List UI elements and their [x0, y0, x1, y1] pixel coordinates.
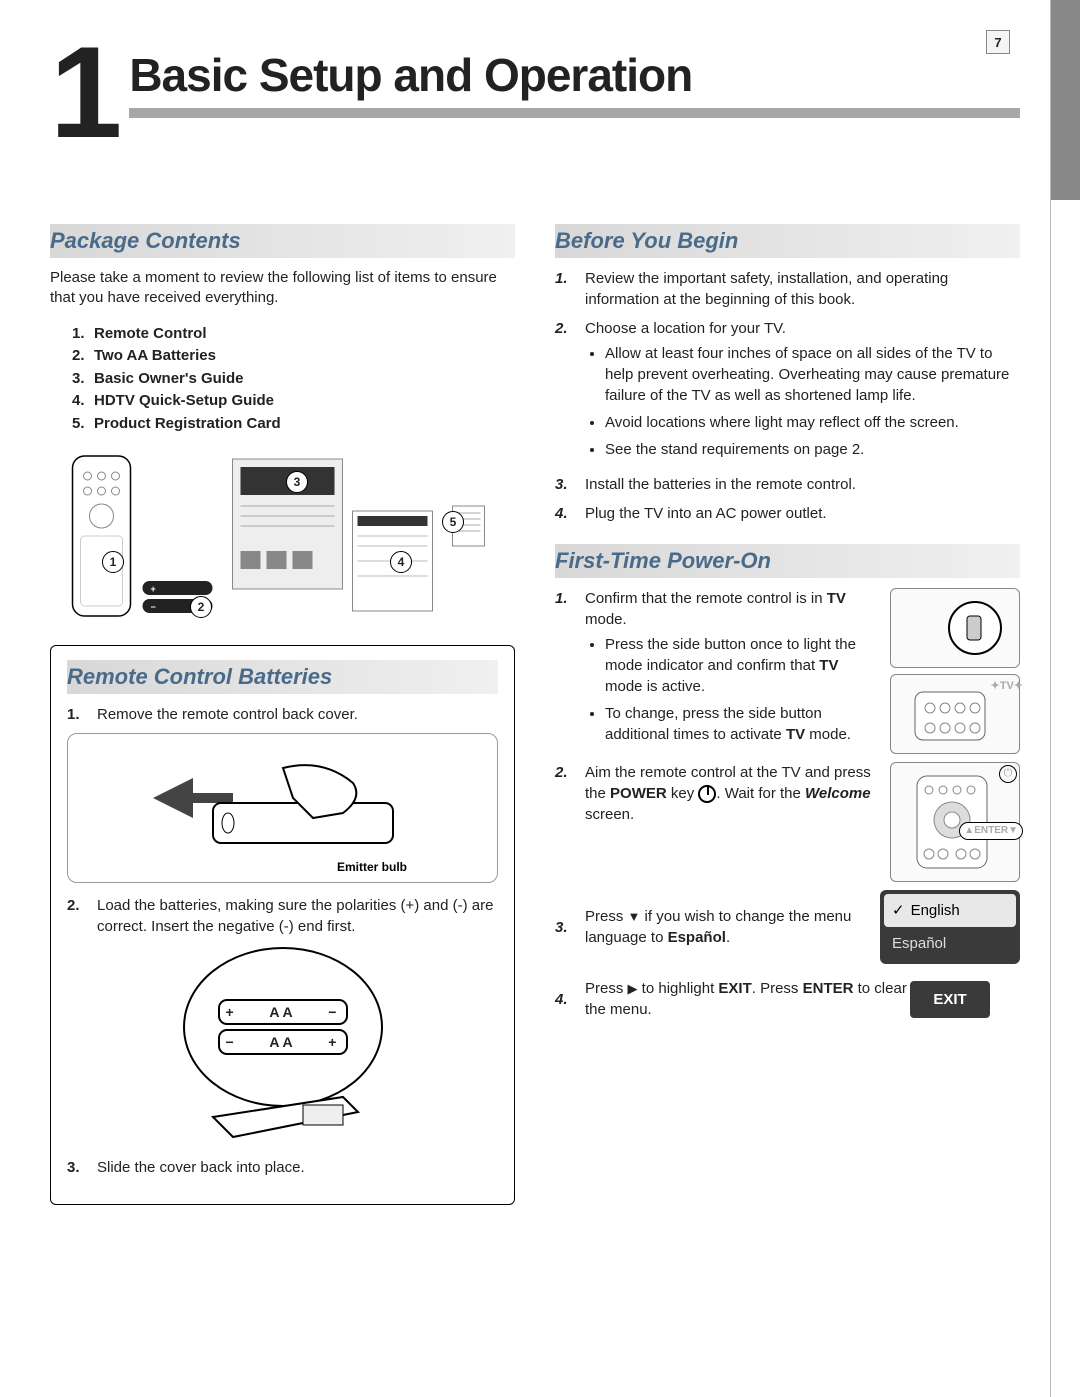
espanol-label: Español: [668, 929, 726, 946]
remote-enter-diagram: ⏻ ▲ENTER▼: [890, 762, 1020, 882]
tv-mode-diagram: ✦TV✦: [890, 674, 1020, 754]
pkg-item: Basic Owner's Guide: [94, 368, 243, 391]
power-step-1b: mode.: [585, 611, 627, 628]
before-bullet: Avoid locations where light may reflect …: [605, 412, 1020, 433]
lang-espanol: Español: [884, 927, 1016, 960]
before-step-3: Install the batteries in the remote cont…: [585, 474, 1020, 495]
rc-step-1: Remove the remote control back cover.: [97, 704, 498, 725]
rc-step-2: Load the batteries, making sure the pola…: [97, 895, 498, 937]
heading-remote-batteries: Remote Control Batteries: [67, 660, 498, 694]
callout-1: 1: [102, 551, 124, 573]
before-step-4: Plug the TV into an AC power outlet.: [585, 503, 1020, 524]
callout-4: 4: [390, 551, 412, 573]
language-menu: ✓English Español: [880, 890, 1020, 964]
power-step-3a: Press: [585, 908, 628, 925]
page-number: 7: [986, 30, 1010, 54]
exit-label: EXIT: [718, 980, 751, 997]
right-column: Before You Begin 1.Review the important …: [555, 224, 1020, 1205]
side-button-diagram: [890, 588, 1020, 668]
exit-button-graphic: EXIT: [910, 981, 990, 1018]
before-step-1: Review the important safety, installatio…: [585, 268, 1020, 310]
before-bullet: See the stand requirements on page 2.: [605, 439, 1020, 460]
before-bullet: Allow at least four inches of space on a…: [605, 343, 1020, 406]
callout-5: 5: [442, 511, 464, 533]
power-bullet: mode is active.: [605, 678, 705, 695]
power-step-1a: Confirm that the remote control is in: [585, 590, 827, 607]
power-icon: [698, 785, 716, 803]
enter-label: ENTER: [803, 980, 854, 997]
pkg-item: Product Registration Card: [94, 413, 281, 436]
power-circle-icon: ⏻: [999, 765, 1017, 783]
remove-cover-diagram: Emitter bulb: [67, 733, 498, 883]
power-step-4c: . Press: [752, 980, 803, 997]
callout-2: 2: [190, 596, 212, 618]
tv-mode-label: TV: [827, 590, 846, 607]
svg-text:+: +: [151, 584, 156, 594]
callout-3: 3: [286, 471, 308, 493]
power-step-4a: Press: [585, 980, 628, 997]
svg-text:−: −: [151, 602, 156, 612]
power-key-label: POWER: [610, 785, 667, 802]
pkg-item: Remote Control: [94, 323, 207, 346]
power-step-2c: . Wait for the: [716, 785, 805, 802]
package-list: 1.Remote Control 2.Two AA Batteries 3.Ba…: [50, 323, 515, 436]
chapter-header: 1 Basic Setup and Operation: [50, 40, 1020, 144]
emitter-label: Emitter bulb: [337, 860, 407, 874]
pkg-item: Two AA Batteries: [94, 345, 216, 368]
down-arrow-icon: ▼: [628, 909, 641, 924]
package-illustration: + −: [50, 451, 515, 621]
lang-english: ✓English: [884, 894, 1016, 927]
power-step-2b: key: [667, 785, 699, 802]
power-step-3c: .: [726, 929, 730, 946]
before-step-2: Choose a location for your TV.: [585, 320, 786, 337]
left-column: Package Contents Please take a moment to…: [50, 224, 515, 1205]
chapter-title: Basic Setup and Operation: [129, 48, 1020, 102]
power-step-4b: to highlight: [638, 980, 719, 997]
right-arrow-icon: ▶: [628, 981, 638, 996]
power-bullet: mode.: [805, 726, 851, 743]
side-tab: [1050, 0, 1080, 1397]
battery-1: +AA−: [218, 999, 348, 1025]
chapter-number: 1: [50, 40, 117, 144]
tv-mode-label: TV: [819, 657, 838, 674]
heading-first-time-power-on: First-Time Power-On: [555, 544, 1020, 578]
rc-step-3: Slide the cover back into place.: [97, 1157, 498, 1178]
pkg-item: HDTV Quick-Setup Guide: [94, 390, 274, 413]
welcome-label: Welcome: [805, 785, 871, 802]
remote-control-box: Remote Control Batteries 1.Remove the re…: [50, 645, 515, 1205]
power-step-2d: screen.: [585, 806, 634, 823]
battery-2: −AA+: [218, 1029, 348, 1055]
heading-package-contents: Package Contents: [50, 224, 515, 258]
tv-indicator-icon: ✦TV✦: [991, 679, 1024, 694]
enter-badge: ▲ENTER▼: [959, 822, 1023, 840]
package-intro: Please take a moment to review the follo…: [50, 268, 515, 309]
heading-before-you-begin: Before You Begin: [555, 224, 1020, 258]
tv-mode-label: TV: [786, 726, 805, 743]
check-icon: ✓: [892, 900, 905, 921]
chapter-rule: [129, 108, 1020, 118]
